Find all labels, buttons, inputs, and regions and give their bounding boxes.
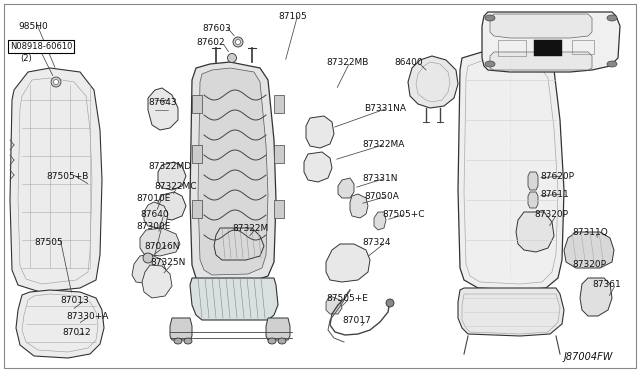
- Polygon shape: [16, 290, 104, 358]
- Polygon shape: [274, 145, 284, 163]
- Text: 985H0: 985H0: [18, 22, 48, 31]
- Polygon shape: [350, 194, 368, 218]
- Circle shape: [143, 253, 153, 263]
- Polygon shape: [274, 200, 284, 218]
- FancyBboxPatch shape: [534, 40, 562, 56]
- Polygon shape: [458, 50, 564, 290]
- Polygon shape: [140, 228, 180, 256]
- Text: 87300E: 87300E: [136, 222, 170, 231]
- Text: 87361: 87361: [592, 280, 621, 289]
- Polygon shape: [528, 172, 538, 190]
- Circle shape: [233, 37, 243, 47]
- Circle shape: [54, 80, 58, 84]
- Polygon shape: [190, 278, 278, 320]
- Text: 87611: 87611: [540, 190, 569, 199]
- Text: 87322MB: 87322MB: [326, 58, 369, 67]
- Polygon shape: [528, 192, 538, 208]
- Polygon shape: [458, 288, 564, 336]
- Text: 87012: 87012: [62, 328, 91, 337]
- Text: 87602: 87602: [196, 38, 225, 47]
- Polygon shape: [190, 62, 276, 284]
- Circle shape: [386, 299, 394, 307]
- Text: 87322MD: 87322MD: [148, 162, 191, 171]
- Polygon shape: [132, 254, 166, 284]
- Ellipse shape: [174, 338, 182, 344]
- Ellipse shape: [278, 338, 286, 344]
- Polygon shape: [158, 162, 186, 190]
- Text: (2): (2): [20, 54, 32, 63]
- Polygon shape: [374, 212, 386, 230]
- Polygon shape: [306, 116, 334, 148]
- Ellipse shape: [607, 61, 617, 67]
- Polygon shape: [326, 244, 370, 282]
- Text: 87620P: 87620P: [540, 172, 574, 181]
- Text: 87016N: 87016N: [144, 242, 179, 251]
- Text: 87603: 87603: [202, 24, 231, 33]
- Polygon shape: [408, 56, 458, 108]
- Text: 87017: 87017: [342, 316, 371, 325]
- Ellipse shape: [268, 338, 276, 344]
- Polygon shape: [144, 202, 168, 228]
- Polygon shape: [192, 95, 202, 113]
- Polygon shape: [482, 12, 620, 72]
- Text: 87311Q: 87311Q: [572, 228, 608, 237]
- Text: 86400: 86400: [394, 58, 422, 67]
- Polygon shape: [170, 318, 192, 340]
- Polygon shape: [192, 200, 202, 218]
- Text: 87505+C: 87505+C: [382, 210, 424, 219]
- Text: 87013: 87013: [60, 296, 89, 305]
- Ellipse shape: [485, 15, 495, 21]
- Text: 87640: 87640: [140, 210, 168, 219]
- Text: 87505+E: 87505+E: [326, 294, 368, 303]
- Ellipse shape: [184, 338, 192, 344]
- Text: J87004FW: J87004FW: [564, 352, 613, 362]
- Text: 87505+B: 87505+B: [46, 172, 88, 181]
- Text: 87105: 87105: [278, 12, 307, 21]
- Polygon shape: [490, 52, 592, 70]
- Polygon shape: [564, 232, 614, 268]
- Text: 87050A: 87050A: [364, 192, 399, 201]
- Circle shape: [227, 54, 237, 62]
- Polygon shape: [516, 212, 554, 252]
- Text: 87330+A: 87330+A: [66, 312, 108, 321]
- Text: B7331NA: B7331NA: [364, 104, 406, 113]
- Text: 87322MA: 87322MA: [362, 140, 404, 149]
- Circle shape: [236, 39, 241, 45]
- Polygon shape: [304, 152, 332, 182]
- Polygon shape: [198, 68, 268, 275]
- Polygon shape: [158, 192, 186, 220]
- Ellipse shape: [485, 61, 495, 67]
- Polygon shape: [490, 14, 592, 38]
- Text: 87505: 87505: [34, 238, 63, 247]
- Text: 87331N: 87331N: [362, 174, 397, 183]
- Polygon shape: [192, 145, 202, 163]
- Circle shape: [51, 77, 61, 87]
- Text: N08918-60610: N08918-60610: [10, 42, 72, 51]
- Polygon shape: [338, 178, 354, 198]
- Polygon shape: [142, 265, 172, 298]
- Text: 87643: 87643: [148, 98, 177, 107]
- Text: 87320P: 87320P: [572, 260, 606, 269]
- Polygon shape: [326, 296, 342, 314]
- Polygon shape: [274, 95, 284, 113]
- Polygon shape: [580, 278, 612, 316]
- Polygon shape: [266, 318, 290, 340]
- Polygon shape: [10, 68, 102, 292]
- Text: 87320P: 87320P: [534, 210, 568, 219]
- Ellipse shape: [607, 15, 617, 21]
- Text: 87322M: 87322M: [232, 224, 268, 233]
- Polygon shape: [148, 88, 178, 130]
- Polygon shape: [214, 228, 264, 260]
- Text: 87322MC: 87322MC: [154, 182, 196, 191]
- Text: 87324: 87324: [362, 238, 390, 247]
- Text: 87325N: 87325N: [150, 258, 186, 267]
- Text: 87010E: 87010E: [136, 194, 170, 203]
